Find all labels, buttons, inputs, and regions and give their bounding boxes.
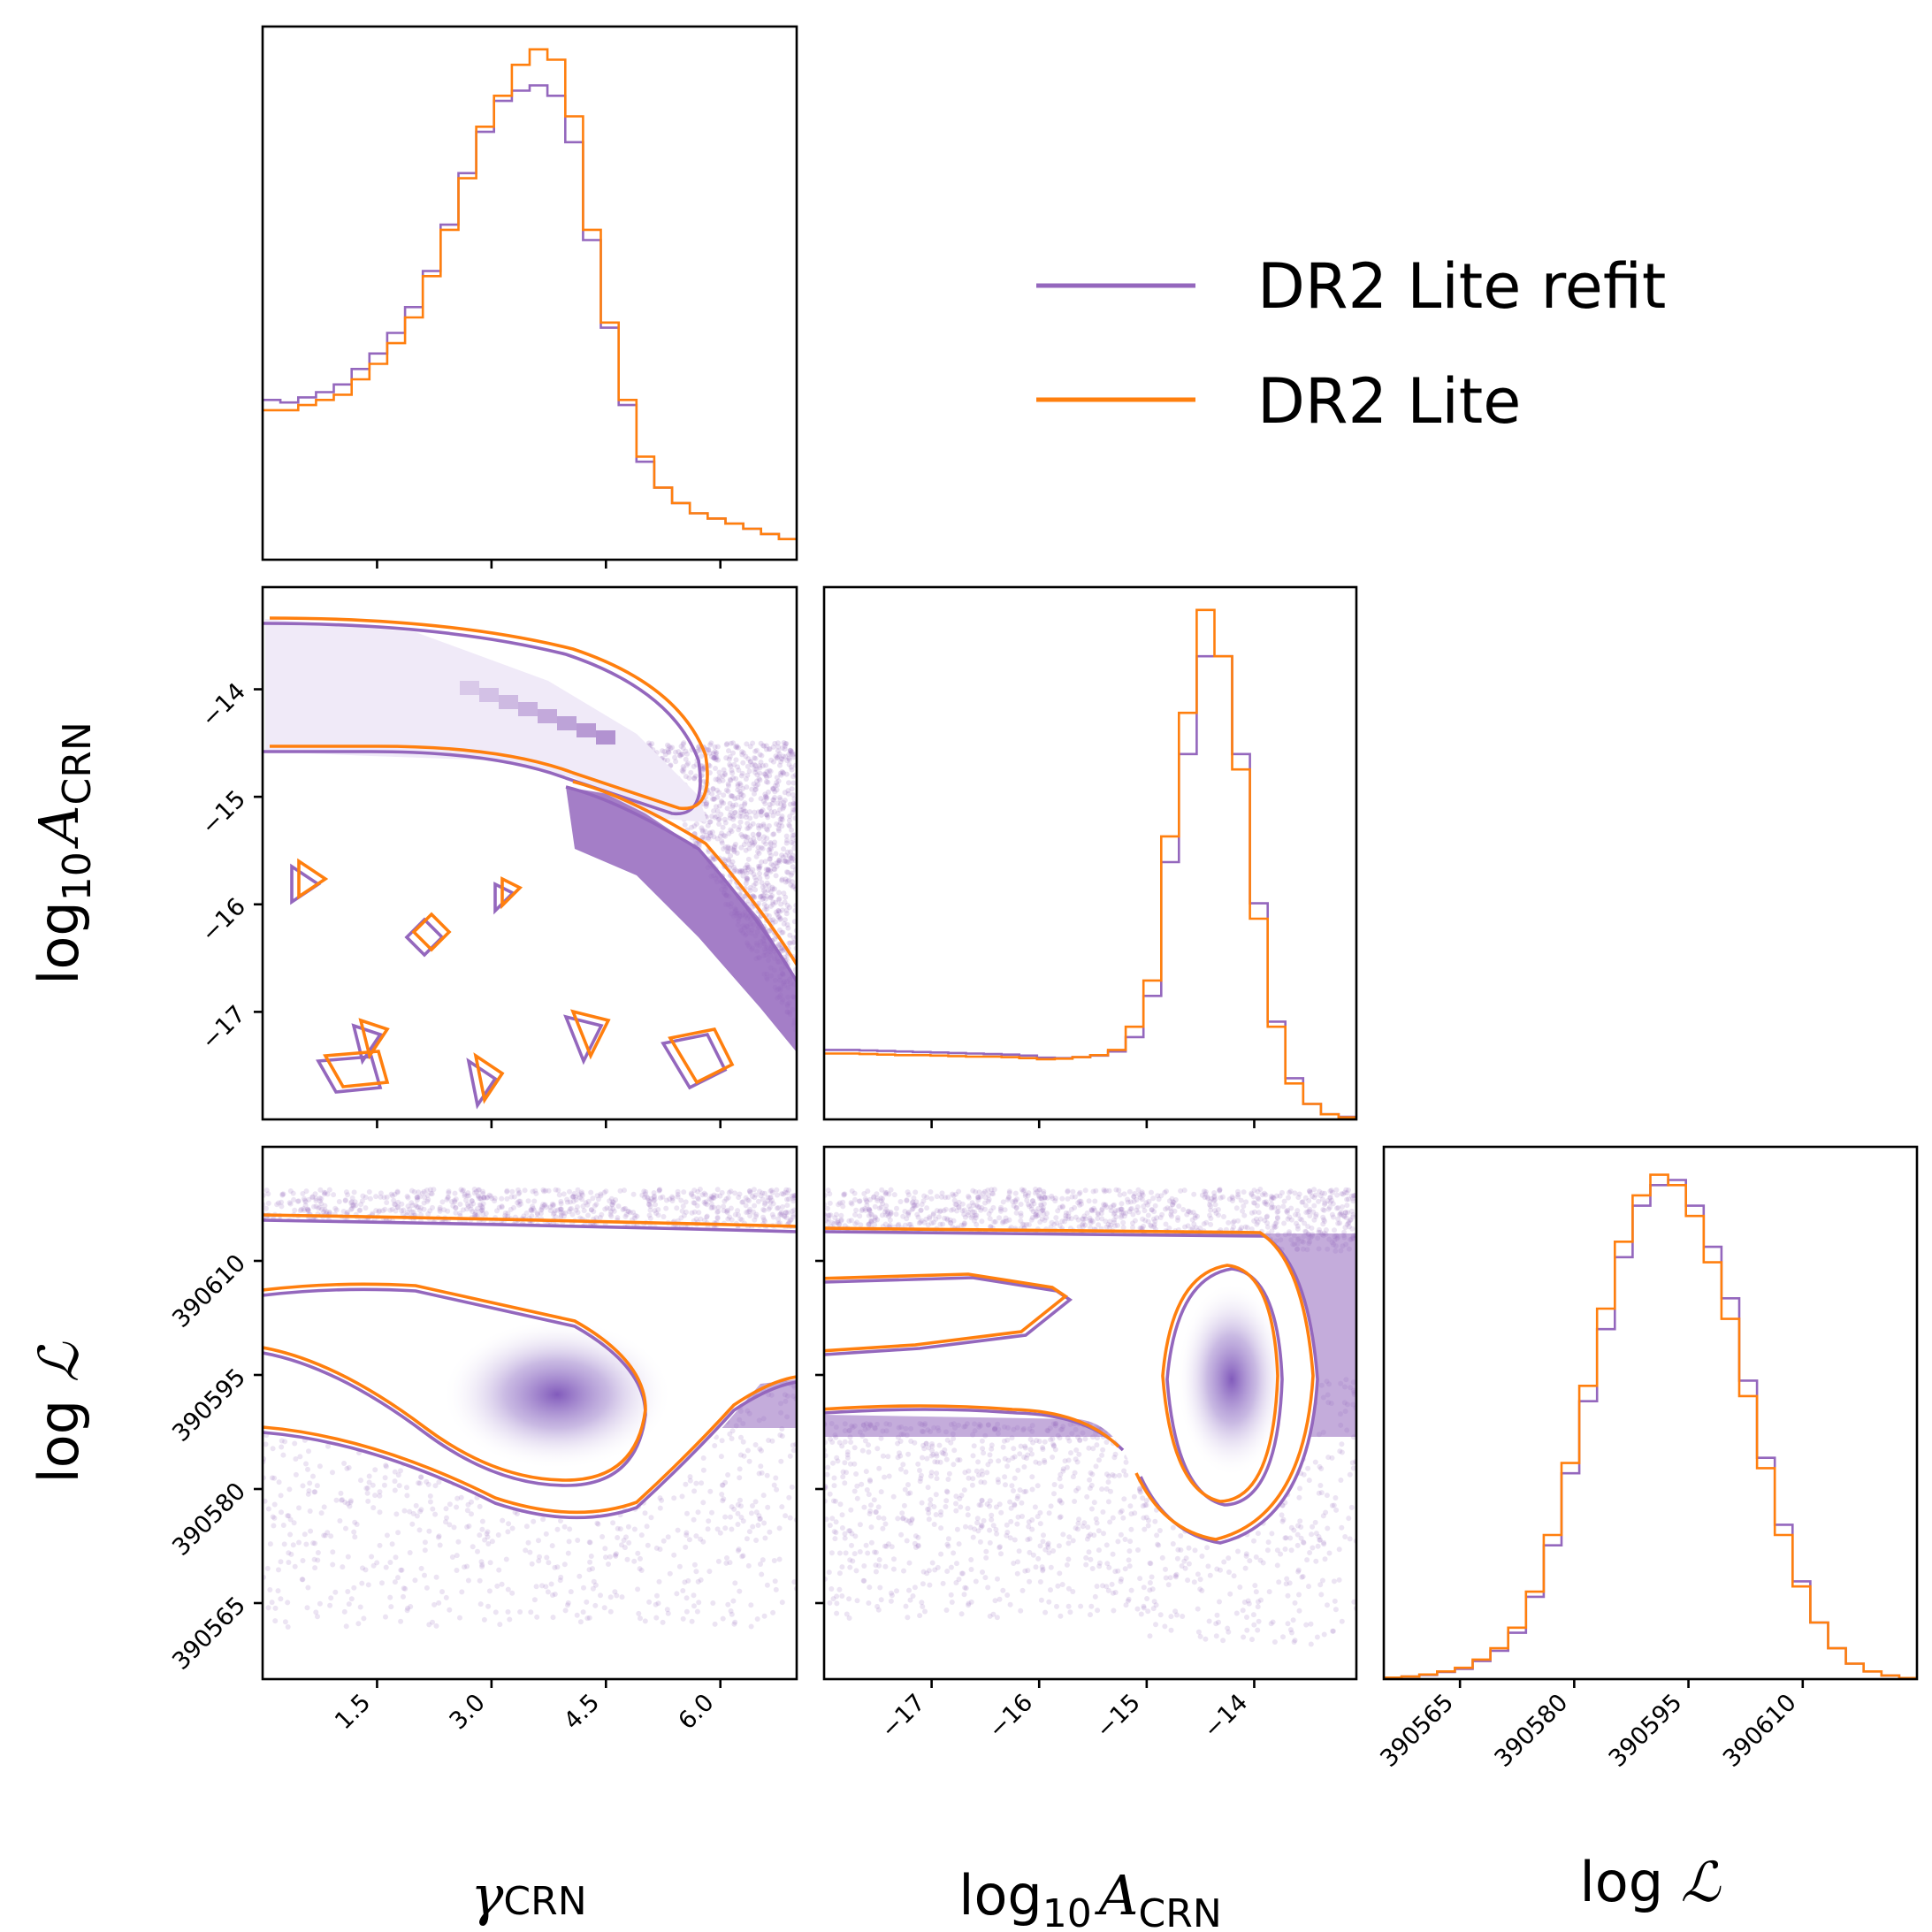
ridge-bin-6 <box>577 723 596 737</box>
hist-gamma-series-1 <box>263 48 797 540</box>
contour-log10A-logL-s0-2 <box>1165 1267 1284 1507</box>
contour-gamma-log10A-s0-6 <box>351 1023 383 1065</box>
xlabel-logL: log ℒ <box>1580 1850 1722 1914</box>
contour-gamma-log10A-s0-9 <box>466 1058 498 1110</box>
contour-gamma-logL-s1-1 <box>263 1375 797 1515</box>
ridge-gamma-log10A <box>265 619 707 822</box>
histogram-panel-logL <box>1384 1173 1917 1680</box>
contour-log10A-logL-s0-3 <box>824 1276 1073 1356</box>
xtick-label-gamma-0: 1.5 <box>330 1689 376 1735</box>
frame-22 <box>1382 1145 1919 1681</box>
ytick-label-logL-1: 390580 <box>167 1478 251 1562</box>
contour-gamma-log10A-s0-1 <box>565 785 797 982</box>
density-peak-log10A-logL <box>1177 1282 1287 1477</box>
ridge-bin-7 <box>596 730 615 745</box>
xtick-label-log10A-3: −14 <box>1198 1689 1253 1744</box>
xtick-label-log10A-2: −15 <box>1091 1689 1146 1744</box>
ytick-label-log10A-2: −15 <box>196 785 251 840</box>
xtick-label-logL-0: 390565 <box>1375 1689 1459 1773</box>
legend-label-refit: DR2 Lite refit <box>1257 250 1666 323</box>
ylabel-logL: log ℒ <box>27 1341 91 1483</box>
xtick-label-gamma-3: 6.0 <box>673 1689 719 1735</box>
xtick-label-logL-1: 390580 <box>1489 1689 1573 1773</box>
xtick-label-logL-3: 390610 <box>1718 1689 1802 1773</box>
histogram-panel-gamma <box>263 48 797 540</box>
ytick-label-log10A-3: −14 <box>196 678 251 733</box>
contour-gamma-log10A-s1-1 <box>572 780 797 968</box>
contour-log10A-logL-s1-1 <box>824 1404 1120 1448</box>
xlabel-log10A: log10 ACRN <box>958 1863 1222 1932</box>
contour-log10A-logL-s1-3 <box>824 1272 1069 1353</box>
contour-gamma-log10A-s1-7 <box>668 1027 735 1085</box>
xtick-label-logL-2: 390595 <box>1604 1689 1688 1773</box>
frame-20 <box>261 1145 798 1681</box>
xtick-label-log10A-1: −16 <box>983 1689 1038 1744</box>
contour-gamma-logL-s1-2 <box>263 1282 647 1482</box>
contour-gamma-log10A-s0-0 <box>263 622 702 816</box>
legend-label-lite: DR2 Lite <box>1257 365 1521 438</box>
contour-panel-log10A-logL <box>824 1187 1356 1647</box>
ridge-bin-2 <box>499 695 518 709</box>
contour-gamma-log10A-s1-5 <box>570 1009 611 1060</box>
frame-21 <box>822 1145 1358 1681</box>
ridge-bin-4 <box>538 709 557 723</box>
hist-logL-series-1 <box>1384 1173 1917 1680</box>
ylabel-log10A: log10ACRN <box>27 722 100 985</box>
contour-gamma-log10A-s1-9 <box>473 1052 505 1104</box>
contour-gamma-log10A-s0-3 <box>404 917 445 958</box>
ytick-label-logL-3: 390610 <box>167 1249 251 1333</box>
contour-gamma-logL-s1-0 <box>263 1213 797 1228</box>
contour-panel-gamma-log10A <box>263 616 797 1110</box>
ytick-label-log10A-1: −16 <box>196 893 251 948</box>
ridge-bin-0 <box>460 681 479 695</box>
ridge-bin-1 <box>479 688 499 702</box>
frame-11 <box>822 585 1358 1121</box>
contour-log10A-logL-s1-0 <box>824 1226 1315 1541</box>
contour-gamma-log10A-s1-3 <box>411 912 452 952</box>
contour-panel-gamma-logL <box>263 1187 797 1630</box>
contour-log10A-logL-s1-2 <box>1161 1264 1279 1503</box>
density-peak-gamma-logL <box>442 1319 672 1470</box>
ridge-bin-3 <box>518 702 538 716</box>
frame-00 <box>261 25 798 561</box>
hist-logL-series-0 <box>1384 1179 1917 1680</box>
xtick-label-log10A-0: −17 <box>875 1689 930 1744</box>
contour-gamma-logL-s0-0 <box>263 1218 797 1233</box>
contour-gamma-log10A-s0-5 <box>563 1014 604 1065</box>
contour-gamma-log10A-s1-6 <box>358 1018 390 1060</box>
xtick-label-gamma-2: 4.5 <box>559 1689 605 1735</box>
hist-gamma-series-0 <box>263 84 797 540</box>
contour-gamma-log10A-s1-0 <box>269 616 709 811</box>
dense-region-gamma-log10A <box>566 787 797 1052</box>
hist-log10A-series-0 <box>824 654 1356 1119</box>
ytick-label-logL-0: 390565 <box>167 1592 251 1676</box>
frame-10 <box>261 585 798 1121</box>
contour-gamma-log10A-s0-8 <box>316 1055 383 1094</box>
contour-gamma-log10A-s1-4 <box>500 876 523 910</box>
histogram-panel-log10A <box>824 608 1356 1119</box>
ytick-label-logL-2: 390595 <box>167 1363 251 1447</box>
legend: DR2 Lite refit DR2 Lite <box>1036 250 1666 438</box>
contour-gamma-log10A-s1-2 <box>297 858 329 900</box>
xtick-label-gamma-1: 3.0 <box>445 1689 491 1735</box>
ytick-label-log10A-0: −17 <box>196 1000 251 1055</box>
ridge-bin-5 <box>557 716 577 730</box>
contour-gamma-logL-s0-1 <box>263 1380 797 1520</box>
hist-log10A-series-1 <box>824 608 1356 1119</box>
xlabel-gamma: γCRN <box>470 1863 586 1928</box>
contour-gamma-log10A-s1-8 <box>323 1050 390 1088</box>
